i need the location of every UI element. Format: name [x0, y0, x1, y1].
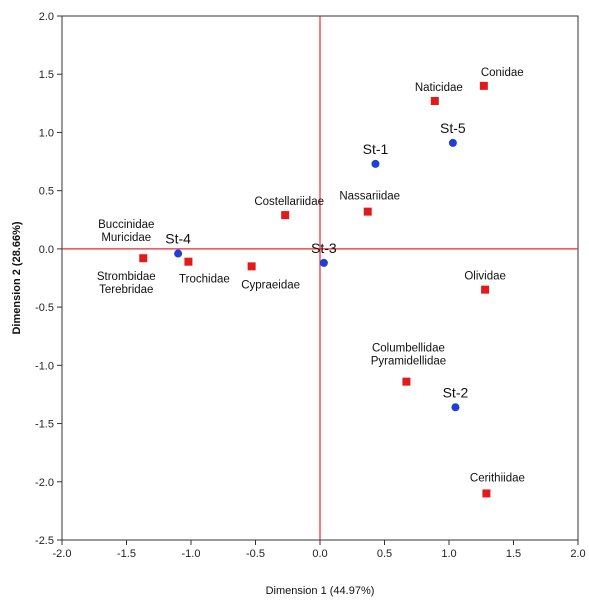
- point-label: Trochidae: [179, 274, 230, 286]
- x-tick-label: 1.5: [506, 548, 521, 560]
- x-tick-label: 0.0: [312, 548, 327, 560]
- family-point: [481, 285, 490, 294]
- point-label: Muricidae: [101, 232, 151, 244]
- marks-layer: [139, 81, 491, 498]
- point-label: Naticidae: [415, 82, 463, 94]
- family-point: [430, 97, 439, 106]
- point-label: Nassariidae: [339, 191, 400, 203]
- labels-layer: Conidae Naticidae Costellariidae Nassariida…: [97, 67, 525, 485]
- station-point: [174, 249, 183, 258]
- y-tick-label: 2.0: [39, 11, 54, 23]
- x-tick-label: -1.0: [182, 548, 201, 560]
- family-point: [184, 257, 193, 266]
- family-point: [247, 262, 256, 271]
- family-point: [281, 211, 290, 220]
- point-label: Buccinidae: [98, 219, 154, 231]
- x-tick-label: -0.5: [246, 548, 265, 560]
- family-point: [482, 489, 491, 498]
- station-label: St-5: [440, 120, 466, 136]
- station-point: [319, 258, 328, 267]
- x-tick-label: -2.0: [53, 548, 72, 560]
- y-tick-label: -2.5: [35, 535, 54, 547]
- axes-layer: -2.0 -1.5 -1.0 -0.5 0.0 0.5 1.0 1.5 2.0 2.0 1.5 1.0…: [35, 11, 586, 560]
- y-tick-label: 0.5: [39, 186, 54, 198]
- x-tick-label: -1.5: [117, 548, 136, 560]
- point-label: Cerithiidae: [470, 472, 525, 484]
- station-label: St-4: [165, 231, 191, 247]
- station-point: [371, 159, 380, 168]
- y-tick-label: 0.0: [39, 244, 54, 256]
- family-point: [139, 254, 148, 263]
- point-label: Terebridae: [99, 284, 153, 296]
- y-tick-label: -0.5: [35, 302, 54, 314]
- y-tick-label: -1.5: [35, 419, 54, 431]
- point-label: Pyramidellidae: [371, 356, 446, 368]
- station-label: St-3: [311, 240, 337, 256]
- y-tick-label: 1.0: [39, 127, 54, 139]
- point-label: Cypraeidae: [241, 279, 300, 291]
- point-label: Conidae: [481, 67, 524, 79]
- station-label: St-1: [363, 141, 389, 157]
- x-tick-label: 2.0: [570, 548, 585, 560]
- y-tick-label: 1.5: [39, 69, 54, 81]
- x-tick-label: 1.0: [441, 548, 456, 560]
- y-axis-title: Dimension 2 (28.66%): [11, 221, 23, 334]
- station-point: [448, 138, 457, 147]
- station-point: [451, 403, 460, 412]
- x-axis-title: Dimension 1 (44.97%): [266, 585, 375, 597]
- y-tick-label: -2.0: [35, 477, 54, 489]
- point-label: Strombidae: [97, 271, 156, 283]
- station-label: St-2: [443, 384, 469, 400]
- point-label: Columbellidae: [372, 343, 445, 355]
- family-point: [402, 377, 411, 386]
- point-label: Costellariidae: [254, 196, 324, 208]
- x-tick-label: 0.5: [377, 548, 392, 560]
- y-tick-label: -1.0: [35, 360, 54, 372]
- point-label: Olividae: [464, 271, 506, 283]
- family-point: [363, 207, 372, 216]
- family-point: [479, 81, 488, 90]
